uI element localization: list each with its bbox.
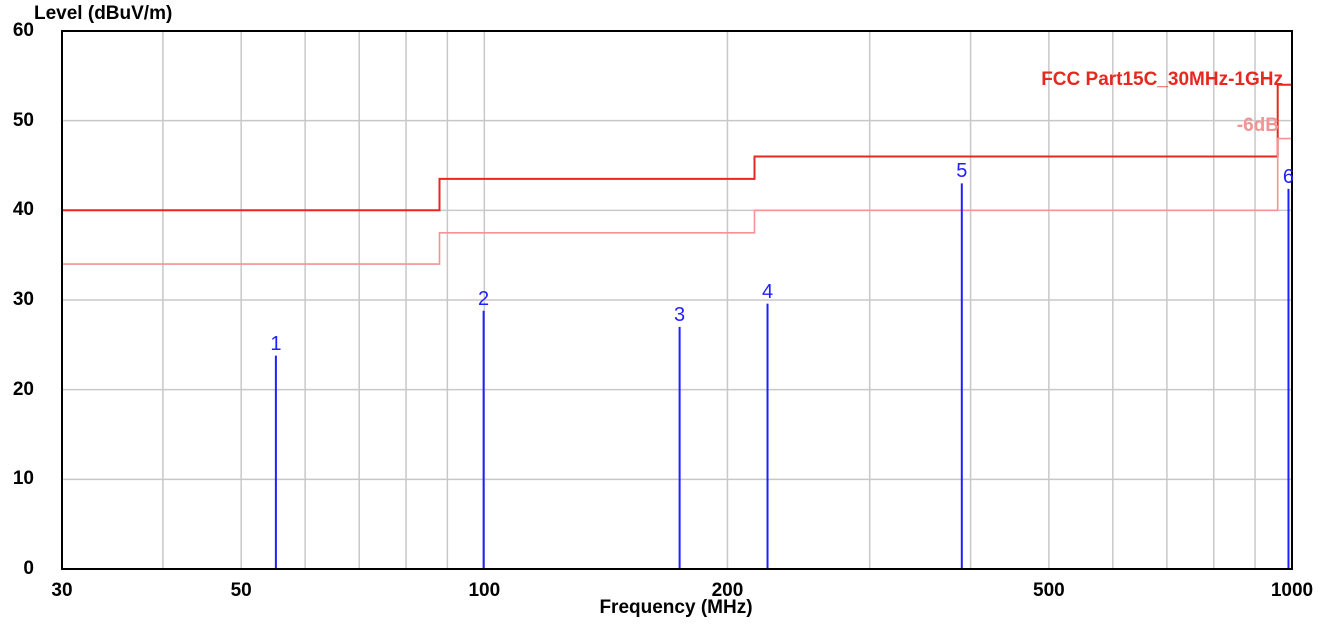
limit-line-label: FCC Part15C_30MHz-1GHz [1041,68,1283,90]
limit-lines [62,83,1292,265]
markers [274,183,1290,569]
y-tick-label: 10 [12,468,34,490]
y-axis-title: Level (dBuV/m) [34,3,173,24]
x-tick-label: 50 [230,580,252,601]
plot-frame [61,30,1293,570]
marker-label: 2 [478,287,490,310]
y-tick-label: 60 [12,20,34,41]
x-axis-title: Frequency (MHz) [599,597,753,618]
x-tick-label: 100 [468,580,501,601]
y-tick-label: 20 [12,378,34,400]
limit-line-2 [62,137,1292,265]
marker-label: 5 [956,160,968,183]
x-tick-label: 500 [1033,580,1065,601]
marker-label: 6 [1282,165,1295,188]
y-tick-label: 30 [12,289,34,310]
x-tick-label: 1000 [1270,580,1314,601]
y-tick-label: 50 [12,109,34,131]
marker-label: 4 [761,280,774,303]
limit-line-1 [62,83,1292,212]
y-tick-label: 40 [12,199,34,221]
x-tick-label: 200 [711,580,744,601]
marker-label: 3 [674,303,686,326]
x-tick-label: 30 [51,580,73,601]
limit-line-label: -6dB [1236,115,1279,137]
y-tick-label: 0 [23,558,34,579]
marker-label: 1 [270,332,282,355]
grid [62,31,1292,569]
